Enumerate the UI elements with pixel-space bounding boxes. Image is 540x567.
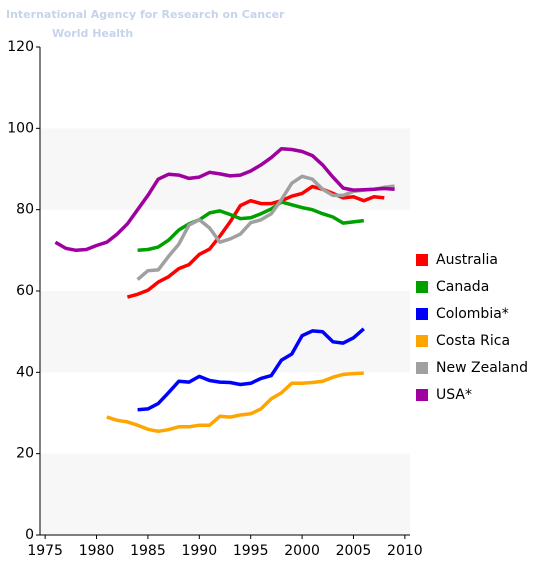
legend-label: Colombia* <box>436 306 509 322</box>
y-tick-label: 20 <box>16 446 34 462</box>
series-line <box>137 200 365 253</box>
legend-label: New Zealand <box>436 360 528 376</box>
series-line <box>54 146 395 253</box>
grid-band <box>40 372 410 454</box>
legend-swatch <box>416 281 428 293</box>
y-tick-label: 120 <box>7 39 34 55</box>
series-line <box>137 327 365 412</box>
y-tick-label: 40 <box>16 364 34 380</box>
legend-label: Costa Rica <box>436 333 510 349</box>
y-tick-label: 80 <box>16 202 34 218</box>
legend-label: Australia <box>436 252 498 268</box>
y-tick-label: 100 <box>7 120 34 136</box>
x-tick-label: 2005 <box>336 543 372 559</box>
series-line <box>106 371 364 434</box>
legend-swatch <box>416 308 428 320</box>
x-tick-label: 1980 <box>79 543 115 559</box>
x-tick-label: 1975 <box>27 543 63 559</box>
x-tick-label: 1985 <box>130 543 166 559</box>
legend-swatch <box>416 335 428 347</box>
header: International Agency for Research on Can… <box>6 8 285 21</box>
series-line <box>136 174 395 281</box>
x-tick-label: 1995 <box>233 543 269 559</box>
legend-label: USA* <box>436 387 472 403</box>
x-tick-label: 1990 <box>181 543 217 559</box>
legend-swatch <box>416 389 428 401</box>
x-tick-label: 2010 <box>387 543 423 559</box>
x-tick-label: 2000 <box>284 543 320 559</box>
y-tick-label: 0 <box>25 527 34 543</box>
subheader: World Health <box>52 27 133 40</box>
legend-label: Canada <box>436 279 489 295</box>
grid-band <box>40 47 410 129</box>
legend-swatch <box>416 362 428 374</box>
legend-swatch <box>416 254 428 266</box>
y-tick-label: 60 <box>16 283 34 299</box>
